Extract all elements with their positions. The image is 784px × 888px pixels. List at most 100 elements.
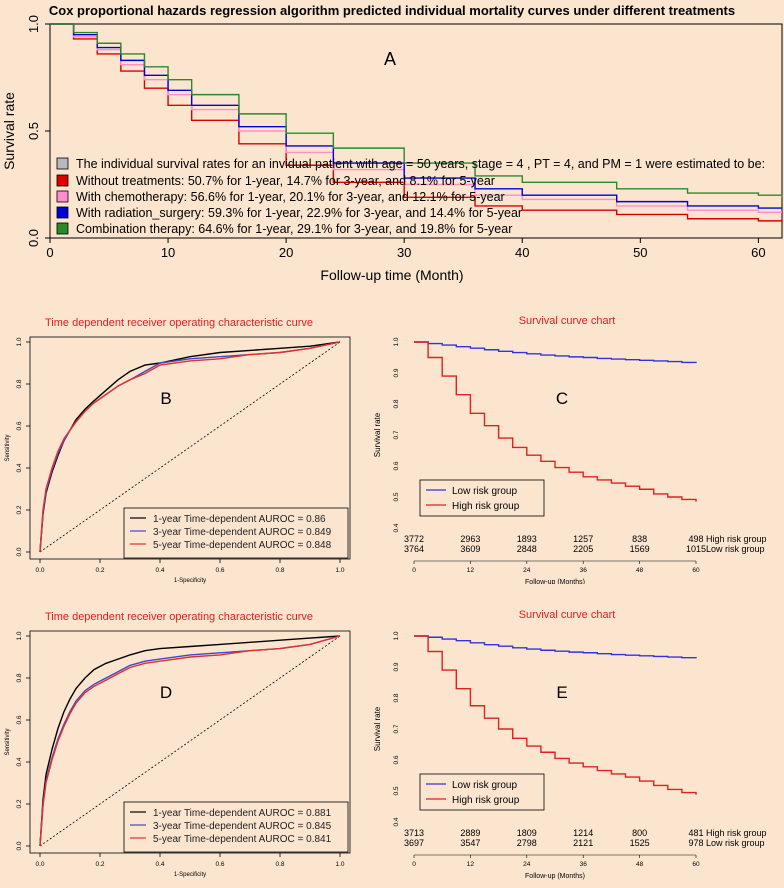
x-tick-label-1: 0.2 <box>95 861 104 868</box>
risk-count-r1-c5: 838 <box>632 534 647 544</box>
risk-count-r1-c4: 1214 <box>573 828 593 838</box>
legend-box <box>123 801 349 853</box>
x-axis-label: Follow-up time (Month) <box>320 267 463 283</box>
x-tick-label-2: 24 <box>523 861 531 868</box>
legend-label-2: High risk group <box>452 501 520 512</box>
plot-frame <box>29 336 351 560</box>
legend-label-3: With radiation_surgery: 59.3% for 1-year… <box>76 206 522 220</box>
x-tick-label-0: 0 <box>412 567 416 574</box>
y-tick-label-4: 0.8 <box>393 399 400 408</box>
risk-count-r2-c1: 3697 <box>404 838 424 848</box>
y-tick-label-2: 1.0 <box>26 15 41 33</box>
risk-count-r1-c3: 1809 <box>517 828 537 838</box>
x-tick-label-0: 0.0 <box>35 567 44 574</box>
x-tick-label-4: 0.8 <box>275 567 284 574</box>
x-tick-label-2: 0.4 <box>155 567 164 574</box>
legend-label-2: With chemotherapy: 56.6% for 1-year, 20.… <box>76 190 505 204</box>
risk-count-r1-c6: 498 <box>688 534 703 544</box>
legend-swatch-2 <box>56 190 69 203</box>
x-tick-label-5: 60 <box>692 567 700 574</box>
risk-count-r2-c2: 3547 <box>460 838 480 848</box>
x-tick-label-1: 0.2 <box>95 567 104 574</box>
x-tick-label-5: 50 <box>633 245 647 260</box>
risk-count-r1-c2: 2889 <box>460 828 480 838</box>
panel-label: C <box>556 389 568 408</box>
x-tick-label-4: 48 <box>636 861 644 868</box>
x-tick-label-3: 30 <box>397 245 411 260</box>
legend-label-1: Low risk group <box>452 486 517 497</box>
panel-label: A <box>384 49 396 69</box>
series-line-1 <box>39 341 341 553</box>
risk-count-r2-c1: 3764 <box>404 544 424 554</box>
legend-header: The individual survival rates for an inv… <box>76 157 765 171</box>
y-axis-label: Survival rate <box>1 92 17 170</box>
y-tick-label-0: 0.4 <box>393 817 400 826</box>
x-axis-label: 1-Specificity <box>174 578 206 584</box>
x-tick-label-5: 60 <box>692 861 700 868</box>
risk-row-label-2: Low risk group <box>706 838 765 848</box>
risk-count-r2-c6: 1015 <box>686 544 706 554</box>
y-tick-label-2: 0.6 <box>393 461 400 470</box>
risk-count-r2-c3: 2848 <box>517 544 537 554</box>
y-tick-label-3: 0.7 <box>393 724 400 733</box>
y-tick-label-3: 0.6 <box>16 715 23 724</box>
legend-label-1: Low risk group <box>452 780 517 791</box>
legend-box <box>123 507 349 559</box>
x-tick-label-1: 10 <box>161 245 175 260</box>
chart-title: Time dependent receiver operating charac… <box>45 611 313 623</box>
y-tick-label-0: 0.0 <box>26 229 41 247</box>
legend-swatch-3 <box>56 206 69 219</box>
risk-count-r2-c3: 2798 <box>517 838 537 848</box>
chart-panel-a: Cox proportional hazards regression algo… <box>1 3 783 283</box>
y-tick-label-1: 0.5 <box>393 786 400 795</box>
reference-diagonal <box>39 341 341 553</box>
x-tick-label-3: 0.6 <box>215 567 224 574</box>
legend-swatch-1 <box>56 174 69 187</box>
x-tick-label-4: 48 <box>636 567 644 574</box>
series-line-3 <box>39 341 341 553</box>
chart-panel-c: Survival curve chart 0 12 24 36 48 60 0.4 0.5 0.6… <box>370 302 784 584</box>
risk-count-r2-c5: 1569 <box>630 544 650 554</box>
risk-count-r1-c1: 3713 <box>404 828 424 838</box>
y-tick-label-0: 0.0 <box>16 841 23 850</box>
y-tick-label-2: 0.4 <box>16 757 23 766</box>
y-tick-label-6: 1.0 <box>393 337 400 346</box>
y-tick-label-3: 0.7 <box>393 430 400 439</box>
legend-label-2: 3-year Time-dependent AUROC = 0.849 <box>153 527 332 538</box>
y-tick-label-1: 0.5 <box>393 492 400 501</box>
y-tick-label-3: 0.6 <box>16 421 23 430</box>
legend-label-2: 3-year Time-dependent AUROC = 0.845 <box>153 821 332 832</box>
risk-count-r2-c2: 3609 <box>460 544 480 554</box>
x-tick-label-2: 20 <box>279 245 293 260</box>
series-line-1 <box>414 635 697 659</box>
y-tick-label-5: 1.0 <box>16 631 23 640</box>
x-tick-label-0: 0 <box>46 245 53 260</box>
risk-row-label-2: Low risk group <box>706 544 765 554</box>
series-line-1 <box>414 341 697 364</box>
legend-label-1: 1-year Time-dependent AUROC = 0.881 <box>153 808 332 819</box>
risk-count-r1-c6: 481 <box>688 828 703 838</box>
legend-swatch-4 <box>56 222 69 235</box>
y-tick-label-1: 0.2 <box>16 505 23 514</box>
x-tick-label-0: 0 <box>412 861 416 868</box>
x-tick-label-4: 0.8 <box>275 861 284 868</box>
risk-count-r2-c6: 978 <box>688 838 703 848</box>
series-line-4 <box>50 23 783 198</box>
x-axis-label: Follow-up (Months) <box>525 873 585 880</box>
y-axis-label: Survival rate <box>373 706 382 751</box>
risk-row-label-1: High risk group <box>706 534 767 544</box>
y-tick-label-4: 0.8 <box>16 673 23 682</box>
risk-count-r2-c5: 1525 <box>630 838 650 848</box>
risk-count-r2-c4: 2205 <box>573 544 593 554</box>
chart-panel-e: Survival curve chart 0 12 24 36 48 60 0.4 0.5 0.6… <box>370 596 784 886</box>
x-axis-label: Follow-up (Months) <box>525 579 585 584</box>
y-axis-label: Survival rate <box>373 412 382 457</box>
x-tick-label-1: 12 <box>467 861 475 868</box>
x-tick-label-3: 36 <box>580 861 588 868</box>
chart-title: Survival curve chart <box>519 315 616 327</box>
y-tick-label-6: 1.0 <box>393 631 400 640</box>
x-tick-label-3: 36 <box>580 567 588 574</box>
x-tick-label-0: 0.0 <box>35 861 44 868</box>
y-tick-label-1: 0.2 <box>16 799 23 808</box>
risk-count-r1-c5: 800 <box>632 828 647 838</box>
